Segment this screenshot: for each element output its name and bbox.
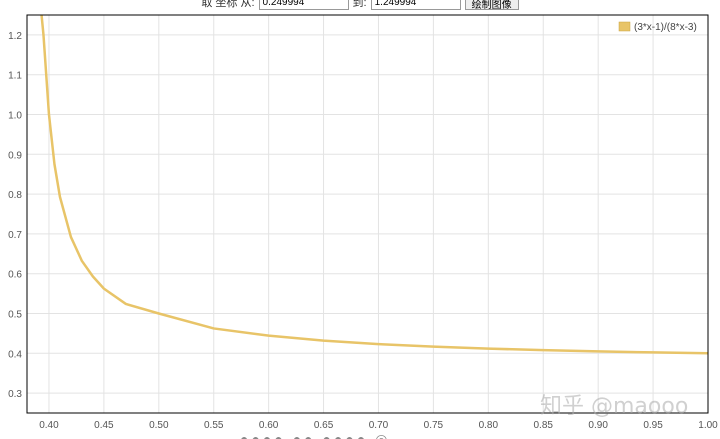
y-tick-label: 1.0 [8, 111, 22, 122]
x-tick-label: 0.65 [314, 420, 334, 431]
y-tick-label: 0.9 [8, 150, 22, 161]
x-tick-label: 0.95 [643, 420, 663, 431]
x-tick-label: 0.85 [534, 420, 554, 431]
x-tick-label: 1.00 [698, 420, 718, 431]
x-tick-label: 0.70 [369, 420, 389, 431]
x-axis-ticks: 0.40 0.45 0.50 0.55 0.60 0.65 0.70 0.75 0.80 0.85… [39, 420, 718, 431]
x-tick-label: 0.45 [94, 420, 114, 431]
watermark: 知乎 @maooo [540, 394, 689, 419]
y-tick-label: 1.1 [8, 71, 22, 82]
x-tick-label: 0.90 [588, 420, 608, 431]
y-tick-label: 0.3 [8, 389, 22, 400]
bottom-toolbar-strip: ●●●● ●● ●●●● ◎ [240, 432, 480, 439]
y-tick-label: 0.8 [8, 190, 22, 201]
plot-frame [26, 14, 709, 414]
grid [27, 15, 709, 413]
to-input[interactable] [370, 0, 461, 10]
x-tick-label: 0.55 [204, 420, 224, 431]
y-tick-label: 0.5 [8, 310, 22, 321]
legend-label: (3*x-1)/(8*x-3) [634, 22, 697, 33]
legend-swatch [618, 21, 631, 32]
from-input[interactable] [258, 0, 349, 10]
series-layer [40, 15, 708, 355]
y-tick-label: 0.6 [8, 270, 22, 281]
y-tick-label: 0.7 [8, 230, 22, 241]
series-line [40, 15, 708, 355]
toolbar: 取 坐标 从: 到: 绘制图像 [0, 0, 720, 10]
x-tick-label: 0.40 [39, 420, 59, 431]
toolbar-row: 取 坐标 从: 到: 绘制图像 [0, 0, 720, 10]
y-tick-label: 0.4 [8, 349, 22, 360]
to-label: 到: [352, 0, 367, 9]
legend[interactable]: (3*x-1)/(8*x-3) [618, 21, 697, 33]
y-axis-ticks: 0.3 0.4 0.5 0.6 0.7 0.8 0.9 1.0 1.1 1.2 [8, 31, 22, 400]
x-tick-label: 0.50 [149, 420, 169, 431]
x-tick-label: 0.80 [479, 420, 499, 431]
x-tick-label: 0.60 [259, 420, 279, 431]
x-tick-label: 0.75 [424, 420, 444, 431]
range-label: 取 坐标 从: [201, 0, 255, 9]
plot-button[interactable]: 绘制图像 [464, 0, 519, 10]
y-tick-label: 1.2 [8, 31, 22, 42]
